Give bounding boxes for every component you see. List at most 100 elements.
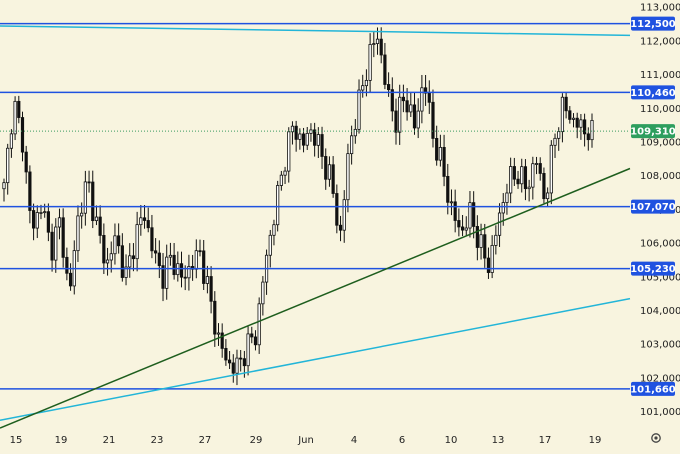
- candle: [250, 326, 254, 344]
- candle: [505, 183, 509, 215]
- candle-body: [301, 133, 306, 146]
- candle: [394, 98, 398, 145]
- price-label-text: 112,500: [630, 19, 676, 30]
- candle: [497, 203, 502, 247]
- candle: [516, 170, 520, 189]
- candle-body: [412, 104, 417, 129]
- candle-body: [390, 89, 394, 112]
- y-tick-label: 102,000: [640, 373, 680, 384]
- candle-body: [139, 217, 143, 226]
- candle: [253, 330, 258, 351]
- candle-body: [131, 255, 136, 260]
- candle-body: [324, 156, 328, 180]
- candle-body: [202, 250, 206, 284]
- candle-body: [438, 146, 442, 161]
- candle-body: [9, 133, 13, 149]
- y-tick-label: 106,000: [640, 239, 680, 250]
- candle: [98, 205, 102, 244]
- trendline-upper_resistance[interactable]: [0, 25, 631, 37]
- candle-body: [76, 215, 80, 252]
- candle: [142, 205, 147, 229]
- candle-body: [87, 181, 91, 184]
- candle-body: [227, 359, 232, 364]
- candle-body: [560, 96, 565, 133]
- candle-body: [24, 151, 28, 173]
- y-tick-label: 103,000: [640, 340, 680, 351]
- candle: [568, 106, 572, 124]
- candle-body: [486, 257, 491, 273]
- candle-body: [342, 199, 346, 231]
- candle: [457, 208, 461, 237]
- candle: [472, 191, 476, 239]
- y-tick-label: 101,000: [640, 407, 680, 418]
- candle: [486, 247, 491, 279]
- candle: [549, 140, 553, 205]
- candle: [438, 134, 442, 167]
- candle-body: [187, 266, 191, 279]
- candle-body: [453, 201, 457, 221]
- candle-body: [557, 131, 561, 139]
- candle-body: [220, 332, 224, 349]
- candle-body: [124, 266, 128, 278]
- candle-body: [497, 212, 502, 236]
- candle: [368, 33, 372, 93]
- candle: [294, 120, 298, 152]
- candle-body: [91, 181, 95, 222]
- price-label-badge: 105,230: [630, 261, 676, 276]
- candle: [172, 243, 176, 280]
- candle-body: [205, 276, 209, 284]
- candle-body: [350, 135, 354, 155]
- candle-body: [287, 131, 291, 172]
- candle-body: [261, 281, 265, 305]
- candle-body: [335, 193, 339, 226]
- candle-body: [224, 348, 228, 361]
- y-tick-label: 105,000: [640, 272, 680, 283]
- candle: [494, 225, 498, 255]
- candle: [564, 92, 568, 119]
- candle-body: [154, 250, 158, 254]
- candle-body: [28, 171, 32, 211]
- candle: [61, 208, 65, 268]
- candle-body: [257, 303, 261, 346]
- trendline-uptrend_support[interactable]: [0, 167, 631, 429]
- candle: [290, 121, 295, 145]
- candle-body: [13, 100, 17, 135]
- x-tick-label: 23: [151, 435, 164, 446]
- candle-body: [542, 173, 546, 200]
- candle: [453, 189, 457, 233]
- candle: [475, 215, 479, 261]
- price-label-badge: 107,070: [630, 199, 676, 214]
- price-label-badge: 109,310: [630, 124, 676, 139]
- candle: [357, 79, 361, 134]
- candle-body: [364, 79, 369, 87]
- candle-body: [379, 38, 383, 56]
- candle: [257, 297, 261, 354]
- candle-body: [479, 234, 483, 248]
- candle-body: [575, 117, 579, 128]
- candle-body: [571, 117, 576, 120]
- candle: [94, 205, 99, 226]
- candle: [50, 223, 54, 272]
- candle: [235, 349, 239, 386]
- candle: [28, 165, 32, 224]
- price-label-text: 101,660: [630, 384, 676, 395]
- candle: [512, 157, 516, 186]
- candle-body: [50, 231, 54, 261]
- candle: [91, 170, 95, 229]
- candle: [431, 89, 435, 148]
- candle-body: [490, 244, 494, 273]
- candle: [194, 239, 198, 279]
- candle-body: [449, 201, 454, 204]
- candle: [324, 148, 328, 190]
- candle-body: [353, 128, 357, 137]
- gear-icon[interactable]: [651, 433, 661, 443]
- candle: [298, 128, 302, 150]
- candle-body: [6, 147, 10, 184]
- candle-body: [394, 110, 398, 133]
- candle-body: [102, 234, 106, 264]
- candle: [46, 203, 50, 242]
- trendline-lower_channel[interactable]: [0, 297, 631, 421]
- candle-body: [549, 144, 553, 194]
- y-tick-label: 113,000: [640, 3, 680, 14]
